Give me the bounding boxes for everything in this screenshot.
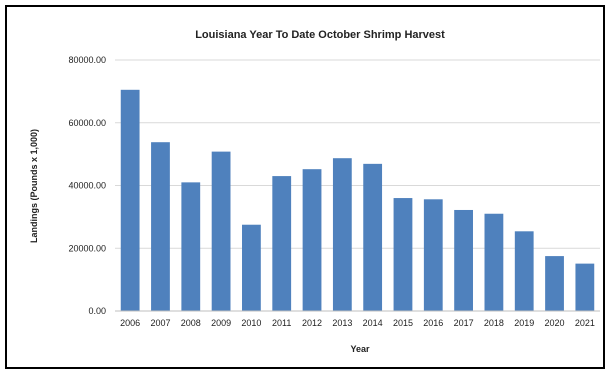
bar-2009 [211, 151, 231, 311]
x-tick-label: 2017 [454, 318, 474, 328]
x-tick-label: 2009 [211, 318, 231, 328]
x-tick-label: 2014 [363, 318, 383, 328]
y-tick-label: 80000.00 [68, 55, 106, 65]
x-tick-label: 2021 [575, 318, 595, 328]
x-axis-ticks: 2006 2007 2008 2009 2010 2011 2012 2013 2014 2015… [120, 318, 595, 328]
x-tick-label: 2010 [241, 318, 261, 328]
bar-2014 [363, 163, 383, 311]
bar-2019 [514, 231, 534, 311]
x-tick-label: 2013 [332, 318, 352, 328]
x-tick-label: 2006 [120, 318, 140, 328]
chart-frame: Louisiana Year To Date October Shrimp Ha… [5, 5, 605, 369]
bar-2017 [454, 209, 473, 311]
chart: Louisiana Year To Date October Shrimp Ha… [29, 29, 600, 354]
x-tick-label: 2008 [181, 318, 201, 328]
y-tick-label: 60000.00 [68, 118, 106, 128]
chart-title: Louisiana Year To Date October Shrimp Ha… [195, 29, 445, 41]
bar-2015 [393, 198, 413, 311]
x-tick-label: 2020 [545, 318, 565, 328]
x-tick-label: 2018 [484, 318, 504, 328]
bar-2007 [151, 142, 170, 311]
bar-2020 [545, 256, 564, 311]
x-tick-label: 2019 [514, 318, 534, 328]
bar-2021 [575, 263, 595, 311]
bar-2006 [120, 89, 140, 312]
y-tick-label: 0.00 [88, 306, 106, 316]
x-tick-label: 2016 [423, 318, 443, 328]
y-axis-ticks: 0.00 20000.00 40000.00 60000.00 80000.00 [68, 55, 106, 316]
x-tick-label: 2015 [393, 318, 413, 328]
bar-2010 [242, 224, 261, 311]
bar-2012 [302, 169, 322, 311]
y-tick-label: 40000.00 [68, 181, 106, 191]
bar-2008 [181, 182, 201, 311]
x-tick-label: 2011 [272, 318, 291, 328]
bar-2013 [332, 158, 352, 311]
x-tick-label: 2012 [302, 318, 322, 328]
bar-2018 [484, 213, 504, 311]
bars [120, 89, 595, 312]
x-axis-label: Year [350, 344, 370, 354]
y-tick-label: 20000.00 [68, 243, 106, 253]
bar-2011 [272, 176, 292, 311]
x-tick-label: 2007 [150, 318, 170, 328]
y-axis-label: Landings (Pounds x 1,000) [29, 129, 39, 243]
bar-2016 [423, 199, 443, 311]
